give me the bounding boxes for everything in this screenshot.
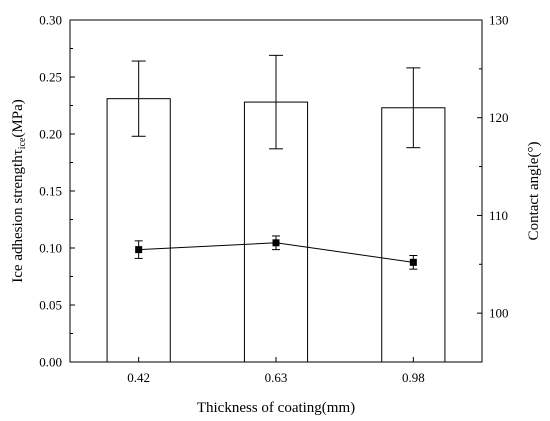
y-axis-title-main: Ice adhesion strength [10,155,26,283]
right-tick-label: 120 [489,110,509,125]
left-tick-label: 0.25 [39,70,62,85]
x-axis-ticks: 0.42 0.63 0.98 [127,357,425,385]
y2-axis-title: Contact angle(°) [526,142,542,241]
bar [381,107,446,363]
left-tick-label: 0.15 [39,184,62,199]
square-marker [135,246,143,254]
bar-series [106,54,446,363]
line-series [134,235,418,270]
x-tick-label: 0.63 [265,370,288,385]
x-axis-title: Thickness of coating(mm) [197,400,355,416]
right-tick-label: 100 [489,306,509,321]
bar [106,98,171,363]
y-axis-title-unit: (MPa) [10,99,26,137]
left-tick-label: 0.05 [39,298,62,313]
right-tick-label: 110 [489,208,508,223]
x-tick-label: 0.42 [127,370,150,385]
y-axis-title-subscript: ice [17,137,28,149]
y-axis-title-symbol: τ [10,149,26,155]
x-tick-label: 0.98 [402,370,425,385]
right-tick-label: 130 [489,13,509,28]
left-tick-label: 0.10 [39,241,62,256]
square-marker [409,258,417,266]
square-marker [272,239,280,247]
left-tick-label: 0.00 [39,355,62,370]
left-tick-label: 0.20 [39,127,62,142]
right-axis-ticks: 100 110 120 130 [477,13,509,363]
left-tick-label: 0.30 [39,13,62,28]
y-axis-title: Ice adhesion strengthτice(MPa) [10,99,28,282]
left-axis-ticks: 0.00 0.05 0.10 0.15 0.20 0.25 0.30 [39,13,75,370]
